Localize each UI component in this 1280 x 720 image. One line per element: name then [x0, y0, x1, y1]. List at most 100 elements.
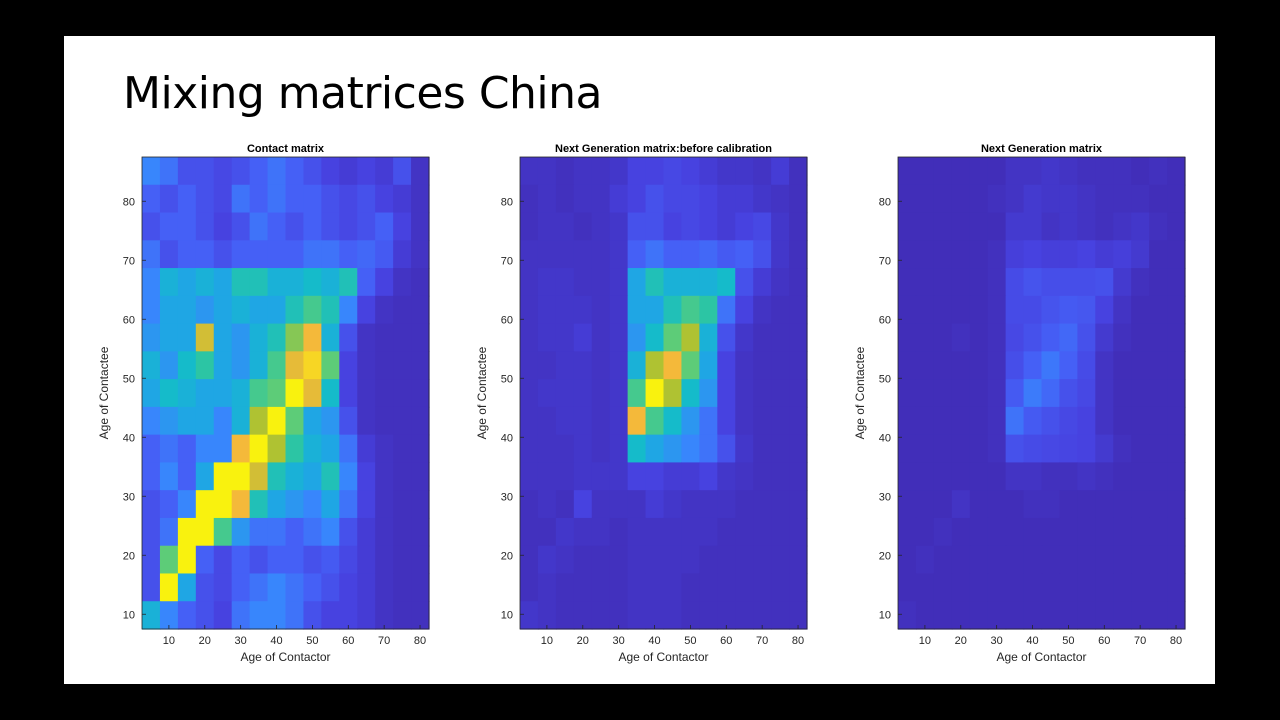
heatmap-cell — [915, 490, 935, 519]
heatmap-cell — [1131, 406, 1150, 436]
heatmap-cell — [1167, 157, 1186, 186]
heatmap-cell — [357, 184, 376, 214]
heatmap-cell — [339, 268, 358, 297]
heatmap-cell — [969, 434, 989, 464]
heatmap-cell — [1113, 240, 1132, 269]
heatmap-cell — [1131, 601, 1150, 630]
heatmap-cell — [520, 212, 539, 241]
heatmap-cell — [537, 323, 557, 352]
heatmap-cell — [321, 462, 340, 491]
heatmap-cell — [699, 434, 718, 464]
heatmap-cell — [267, 351, 287, 380]
heatmap-cell — [213, 462, 233, 491]
heatmap-cell — [249, 462, 269, 491]
heatmap-cell — [987, 212, 1007, 241]
heatmap-cell — [177, 212, 197, 241]
x-tick-label: 60 — [720, 635, 732, 647]
heatmap-cell — [267, 517, 287, 547]
heatmap-cell — [591, 323, 611, 352]
heatmap-cell — [195, 184, 215, 214]
heatmap-cell — [303, 379, 322, 408]
heatmap-cell — [699, 601, 718, 630]
heatmap-cell — [213, 268, 233, 297]
x-tick-label: 50 — [1062, 635, 1074, 647]
heatmap-cell — [375, 268, 394, 297]
heatmap-cell — [1059, 268, 1078, 297]
heatmap-cell — [321, 240, 340, 269]
heatmap-cell — [609, 295, 629, 325]
heatmap-cell — [339, 351, 358, 380]
heatmap-cell — [987, 573, 1007, 602]
heatmap-cell — [1167, 184, 1186, 214]
heatmap-cell — [1077, 462, 1096, 491]
heatmap-cell — [249, 434, 269, 464]
heatmap-cell — [1131, 379, 1150, 408]
heatmap-cell — [537, 379, 557, 408]
heatmap-cell — [898, 573, 917, 602]
heatmap-cell — [591, 462, 611, 491]
heatmap-cell — [1095, 462, 1114, 491]
heatmap-cell — [627, 601, 647, 630]
heatmap-cell — [898, 323, 917, 352]
heatmap-cell — [1149, 212, 1168, 241]
heatmap-cell — [609, 490, 629, 519]
heatmap-cell — [771, 490, 790, 519]
heatmap-cell — [1023, 240, 1043, 269]
heatmap-cell — [987, 517, 1007, 547]
heatmap-cell — [609, 157, 629, 186]
heatmap-cell — [393, 517, 412, 547]
y-tick-label: 10 — [879, 609, 891, 621]
heatmap-cell — [573, 406, 593, 436]
heatmap-cell — [375, 406, 394, 436]
heatmap-cell — [627, 351, 647, 380]
x-tick-label: 10 — [919, 635, 931, 647]
heatmap-cell — [159, 157, 179, 186]
heatmap-cell — [267, 157, 287, 186]
y-tick-label: 50 — [123, 373, 135, 385]
heatmap-cell — [393, 157, 412, 186]
heatmap-cell — [555, 157, 575, 186]
heatmap-cell — [753, 268, 772, 297]
heatmap-cell — [267, 323, 287, 352]
heatmap-cell — [717, 351, 736, 380]
y-tick-label: 80 — [879, 196, 891, 208]
heatmap-cell — [285, 295, 305, 325]
heatmap-cell — [951, 462, 971, 491]
heatmap-cell — [915, 240, 935, 269]
heatmap-cell — [987, 379, 1007, 408]
heatmap-cell — [753, 184, 772, 214]
heatmap-cell — [1131, 212, 1150, 241]
y-tick-label: 30 — [879, 491, 891, 503]
heatmap-cell — [753, 434, 772, 464]
heatmap-cell — [375, 517, 394, 547]
heatmap-cell — [411, 490, 430, 519]
y-tick-label: 50 — [879, 373, 891, 385]
heatmap-cell — [411, 268, 430, 297]
heatmap-cell — [195, 268, 215, 297]
heatmap-cell — [285, 490, 305, 519]
heatmap-cell — [285, 240, 305, 269]
heatmap-cell — [1131, 573, 1150, 602]
heatmap-cell — [663, 184, 683, 214]
heatmap-cell — [933, 573, 953, 602]
x-tick-label: 80 — [1170, 635, 1182, 647]
heatmap-cell — [717, 406, 736, 436]
heatmap-cell — [321, 545, 340, 575]
heatmap-cell — [609, 434, 629, 464]
heatmap-cell — [159, 212, 179, 241]
heatmap-cell — [771, 212, 790, 241]
heatmap-cell — [393, 462, 412, 491]
heatmap-cell — [1077, 157, 1096, 186]
heatmap-cell — [303, 184, 322, 214]
heatmap-cell — [951, 601, 971, 630]
heatmap-cell — [1005, 240, 1025, 269]
heatmap-cell — [1167, 323, 1186, 352]
heatmap-cell — [520, 268, 539, 297]
heatmap-cell — [285, 573, 305, 602]
heatmap-cell — [1023, 157, 1043, 186]
heatmap-cell — [627, 573, 647, 602]
y-tick-label: 70 — [879, 255, 891, 267]
heatmap-cell — [591, 573, 611, 602]
heatmap-cell — [1149, 462, 1168, 491]
heatmap-cell — [249, 406, 269, 436]
